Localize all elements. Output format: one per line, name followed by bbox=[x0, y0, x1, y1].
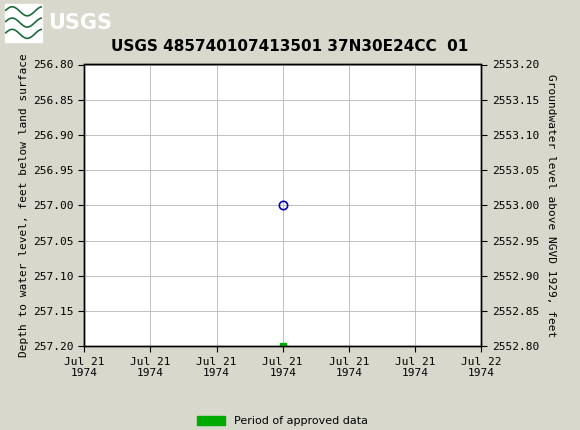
Legend: Period of approved data: Period of approved data bbox=[193, 412, 372, 430]
Y-axis label: Depth to water level, feet below land surface: Depth to water level, feet below land su… bbox=[19, 53, 29, 357]
Text: USGS 485740107413501 37N30E24CC  01: USGS 485740107413501 37N30E24CC 01 bbox=[111, 39, 469, 54]
Y-axis label: Groundwater level above NGVD 1929, feet: Groundwater level above NGVD 1929, feet bbox=[546, 74, 556, 337]
Bar bbox=[5, 3, 42, 42]
Text: USGS: USGS bbox=[48, 12, 112, 33]
